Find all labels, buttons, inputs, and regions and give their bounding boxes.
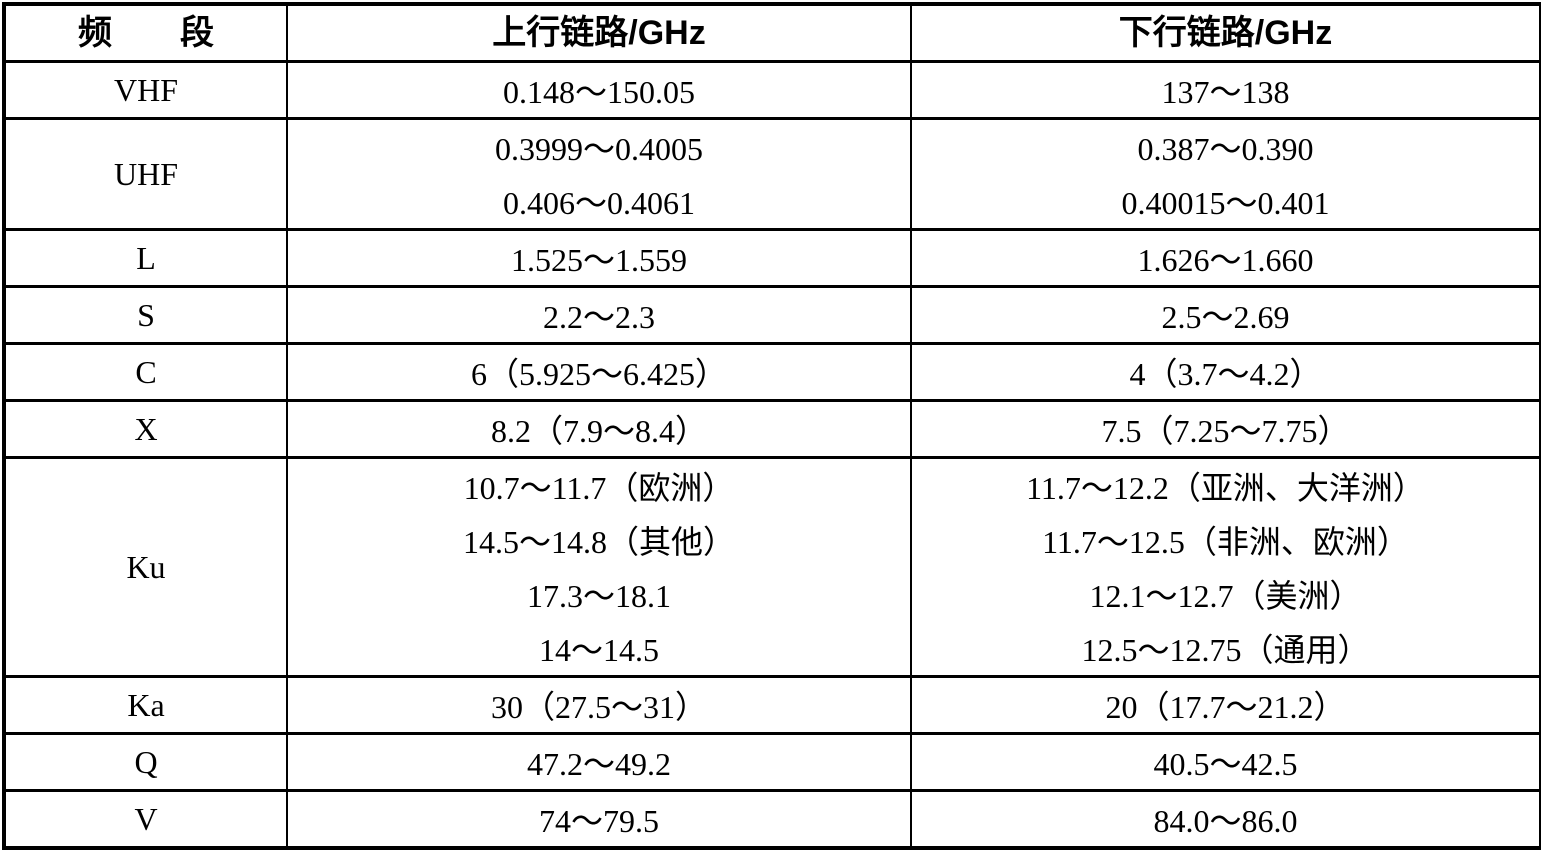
uplink-range-line: 6（5.925～6.425） (470, 356, 727, 392)
downlink-range-line: 0.387～0.390 (1137, 131, 1314, 167)
uplink-range-line: 0.148～150.05 (502, 74, 695, 110)
downlink-range-line: 84.0～86.0 (1153, 803, 1298, 839)
band-cell: Ku (3, 456, 288, 678)
band-cell: Ka (3, 675, 288, 735)
downlink-cell: 7.5（7.25～7.75） (910, 399, 1541, 459)
uplink-cell: 6（5.925～6.425） (286, 342, 912, 402)
uplink-cell: 1.525～1.559 (286, 228, 912, 288)
downlink-range-line: 12.5～12.75（通用） (1081, 632, 1370, 668)
band-cell: L (3, 228, 288, 288)
uplink-range-line: 14～14.5 (538, 632, 659, 668)
downlink-cell: 20（17.7～21.2） (910, 675, 1541, 735)
band-cell: C (3, 342, 288, 402)
table-row: Ku 10.7～11.7（欧洲） 14.5～14.8（其他） 17.3～18.1 14～… (3, 456, 1541, 678)
downlink-cell: 11.7～12.2（亚洲、大洋洲） 11.7～12.5（非洲、欧洲） 12.1～12… (910, 456, 1541, 678)
uplink-range-line: 14.5～14.8（其他） (462, 524, 735, 560)
downlink-range-line: 2.5～2.69 (1161, 299, 1290, 335)
uplink-cell: 10.7～11.7（欧洲） 14.5～14.8（其他） 17.3～18.1 14～14… (286, 456, 912, 678)
col-header-downlink: 下行链路/GHz (910, 2, 1541, 63)
uplink-range-line: 0.406～0.4061 (502, 185, 695, 221)
downlink-range-line: 137～138 (1161, 74, 1290, 110)
col-header-band: 频 段 (3, 2, 288, 63)
table-row: VHF 0.148～150.05 137～138 (3, 60, 1541, 120)
downlink-range-line: 1.626～1.660 (1137, 242, 1314, 278)
table-row: UHF 0.3999～0.4005 0.406～0.4061 0.387～0.390 0… (3, 117, 1541, 231)
downlink-range-line: 11.7～12.5（非洲、欧洲） (1042, 524, 1409, 560)
band-cell: UHF (3, 117, 288, 231)
table-header: 频 段 上行链路/GHz 下行链路/GHz (3, 2, 1541, 63)
downlink-cell: 84.0～86.0 (910, 789, 1541, 850)
uplink-range-line: 47.2～49.2 (526, 746, 671, 782)
uplink-cell: 30（27.5～31） (286, 675, 912, 735)
table-row: X 8.2（7.9～8.4） 7.5（7.25～7.75） (3, 399, 1541, 459)
band-cell: X (3, 399, 288, 459)
table-body: VHF 0.148～150.05 137～138 UHF 0.3999～0.4005 0.… (3, 60, 1541, 850)
table-row: L 1.525～1.559 1.626～1.660 (3, 228, 1541, 288)
col-header-uplink: 上行链路/GHz (286, 2, 912, 63)
uplink-range-line: 74～79.5 (538, 803, 659, 839)
downlink-cell: 137～138 (910, 60, 1541, 120)
band-cell: S (3, 285, 288, 345)
header-row: 频 段 上行链路/GHz 下行链路/GHz (3, 2, 1541, 63)
uplink-cell: 74～79.5 (286, 789, 912, 850)
table-row: V 74～79.5 84.0～86.0 (3, 789, 1541, 850)
downlink-cell: 40.5～42.5 (910, 732, 1541, 792)
downlink-range-line: 20（17.7～21.2） (1105, 689, 1346, 725)
downlink-cell: 4（3.7～4.2） (910, 342, 1541, 402)
uplink-cell: 0.3999～0.4005 0.406～0.4061 (286, 117, 912, 231)
uplink-range-line: 1.525～1.559 (510, 242, 687, 278)
downlink-range-line: 4（3.7～4.2） (1129, 356, 1322, 392)
uplink-range-line: 30（27.5～31） (490, 689, 707, 725)
band-cell: VHF (3, 60, 288, 120)
uplink-range-line: 0.3999～0.4005 (494, 131, 703, 167)
uplink-cell: 2.2～2.3 (286, 285, 912, 345)
downlink-range-line: 12.1～12.7（美洲） (1089, 578, 1362, 614)
downlink-cell: 1.626～1.660 (910, 228, 1541, 288)
downlink-range-line: 11.7～12.2（亚洲、大洋洲） (1026, 470, 1425, 506)
downlink-range-line: 40.5～42.5 (1153, 746, 1298, 782)
uplink-range-line: 10.7～11.7（欧洲） (463, 470, 735, 506)
uplink-range-line: 8.2（7.9～8.4） (490, 413, 707, 449)
band-cell: Q (3, 732, 288, 792)
downlink-cell: 0.387～0.390 0.40015～0.401 (910, 117, 1541, 231)
downlink-cell: 2.5～2.69 (910, 285, 1541, 345)
uplink-range-line: 17.3～18.1 (526, 578, 671, 614)
uplink-cell: 8.2（7.9～8.4） (286, 399, 912, 459)
downlink-range-line: 7.5（7.25～7.75） (1101, 413, 1350, 449)
table-row: C 6（5.925～6.425） 4（3.7～4.2） (3, 342, 1541, 402)
downlink-range-line: 0.40015～0.401 (1121, 185, 1330, 221)
table-row: Ka 30（27.5～31） 20（17.7～21.2） (3, 675, 1541, 735)
band-cell: V (3, 789, 288, 850)
uplink-cell: 47.2～49.2 (286, 732, 912, 792)
table-row: Q 47.2～49.2 40.5～42.5 (3, 732, 1541, 792)
table-row: S 2.2～2.3 2.5～2.69 (3, 285, 1541, 345)
uplink-cell: 0.148～150.05 (286, 60, 912, 120)
uplink-range-line: 2.2～2.3 (542, 299, 655, 335)
